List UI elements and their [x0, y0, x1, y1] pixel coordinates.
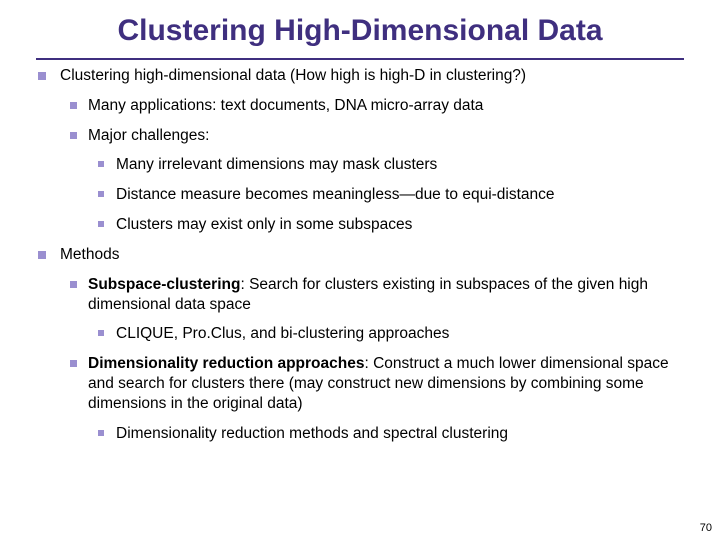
text: Clustering high-dimensional data (How hi…: [60, 67, 526, 84]
list-item: Many irrelevant dimensions may mask clus…: [88, 155, 692, 175]
slide-body: Clustering high-dimensional data (How hi…: [0, 60, 720, 444]
text: Dimensionality reduction methods and spe…: [116, 425, 508, 442]
text: Clusters may exist only in some subspace…: [116, 216, 412, 233]
bullet-list-level3: Many irrelevant dimensions may mask clus…: [88, 155, 692, 234]
bullet-list-level3: Dimensionality reduction methods and spe…: [88, 424, 692, 444]
list-item: Subspace-clustering: Search for clusters…: [60, 275, 692, 344]
text-bold: Dimensionality reduction approaches: [88, 355, 364, 372]
list-item: Clustering high-dimensional data (How hi…: [32, 66, 692, 235]
text: CLIQUE, Pro.Clus, and bi-clustering appr…: [116, 325, 449, 342]
list-item: Clusters may exist only in some subspace…: [88, 215, 692, 235]
page-number: 70: [700, 522, 712, 534]
list-item: Methods Subspace-clustering: Search for …: [32, 245, 692, 444]
slide-title: Clustering High-Dimensional Data: [0, 0, 720, 48]
list-item: Distance measure becomes meaningless—due…: [88, 185, 692, 205]
text: Many irrelevant dimensions may mask clus…: [116, 156, 437, 173]
text: Many applications: text documents, DNA m…: [88, 97, 483, 114]
list-item: Many applications: text documents, DNA m…: [60, 96, 692, 116]
text-bold: Subspace-clustering: [88, 276, 240, 293]
list-item: Dimensionality reduction methods and spe…: [88, 424, 692, 444]
list-item: Dimensionality reduction approaches: Con…: [60, 354, 692, 443]
text: Methods: [60, 246, 119, 263]
text: Major challenges:: [88, 127, 209, 144]
text: Distance measure becomes meaningless—due…: [116, 186, 555, 203]
bullet-list-level2: Many applications: text documents, DNA m…: [60, 96, 692, 235]
bullet-list-level1: Clustering high-dimensional data (How hi…: [32, 66, 692, 444]
bullet-list-level3: CLIQUE, Pro.Clus, and bi-clustering appr…: [88, 324, 692, 344]
slide: Clustering High-Dimensional Data Cluster…: [0, 0, 720, 540]
list-item: Major challenges: Many irrelevant dimens…: [60, 126, 692, 235]
bullet-list-level2: Subspace-clustering: Search for clusters…: [60, 275, 692, 444]
list-item: CLIQUE, Pro.Clus, and bi-clustering appr…: [88, 324, 692, 344]
